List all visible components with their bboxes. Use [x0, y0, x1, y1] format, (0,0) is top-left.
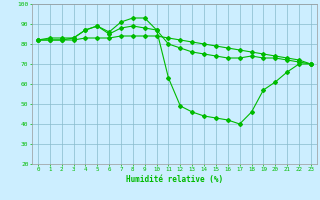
X-axis label: Humidité relative (%): Humidité relative (%): [126, 175, 223, 184]
